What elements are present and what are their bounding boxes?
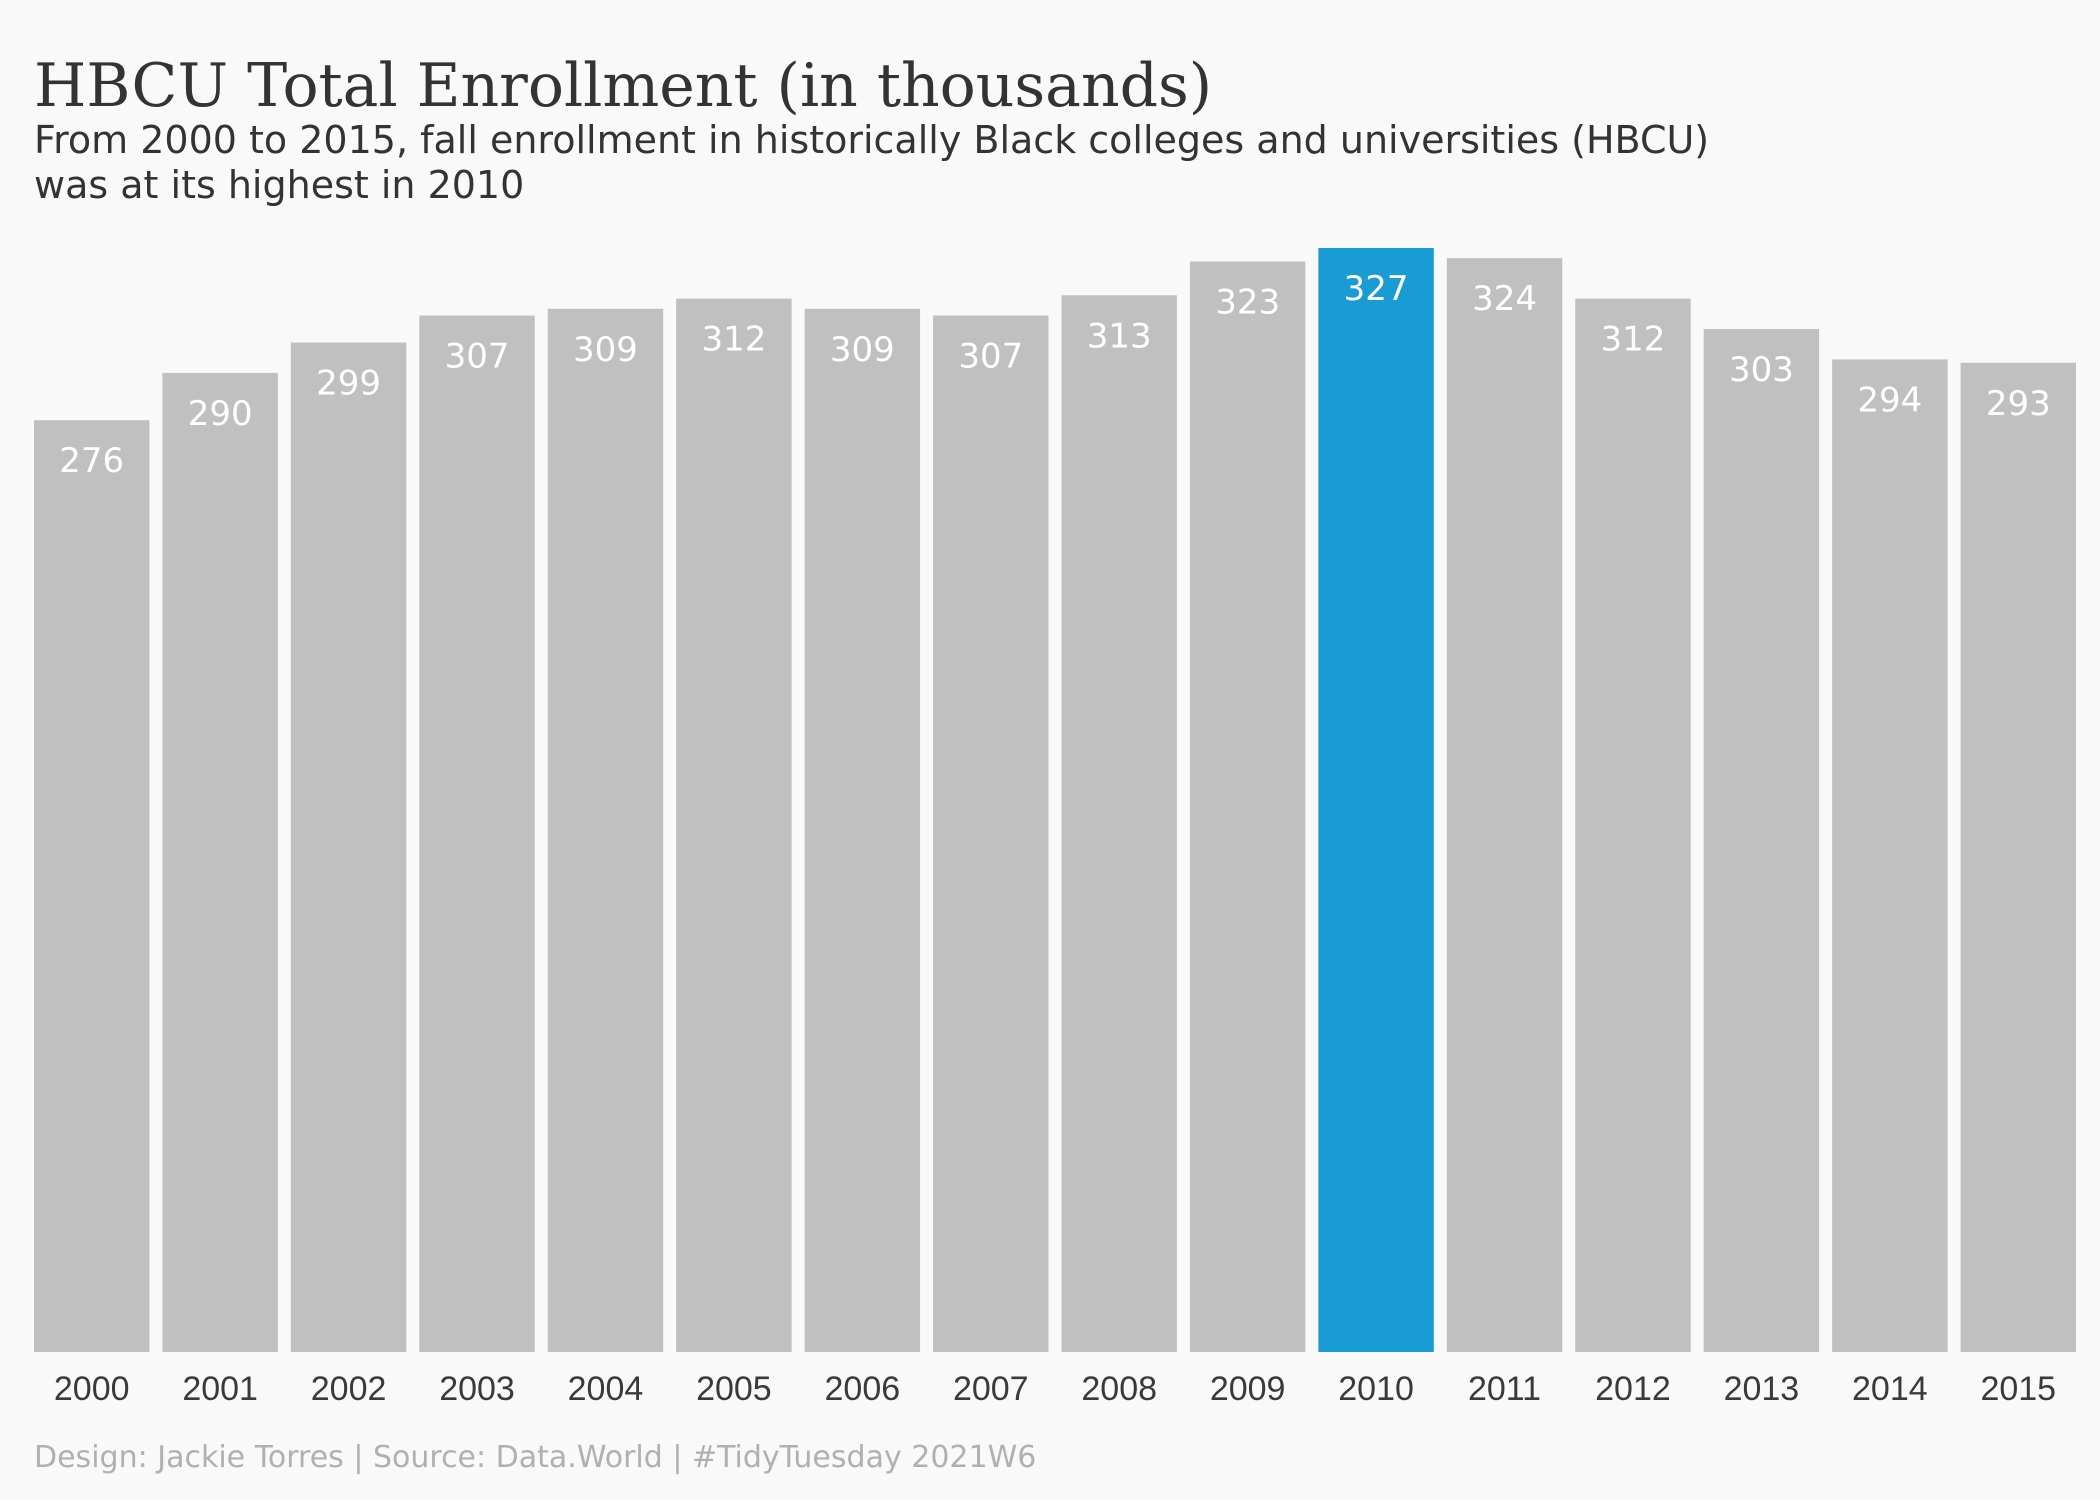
value-label-2011: 324 (1472, 279, 1537, 319)
x-tick-label-2004: 2004 (568, 1370, 644, 1408)
bar-2007 (933, 315, 1049, 1352)
x-tick-label-2011: 2011 (1468, 1370, 1541, 1408)
value-label-2003: 307 (445, 337, 510, 377)
chart-title: HBCU Total Enrollment (in thousands) (34, 51, 1213, 121)
chart-caption: Design: Jackie Torres | Source: Data.Wor… (34, 1440, 1037, 1475)
value-label-2007: 307 (958, 337, 1023, 377)
bar-2014 (1832, 359, 1948, 1352)
subtitle-line-1: From 2000 to 2015, fall enrollment in hi… (34, 118, 1710, 162)
subtitle-line-2: was at its highest in 2010 (34, 163, 525, 207)
bar-2009 (1189, 261, 1306, 1352)
x-tick-label-2006: 2006 (825, 1370, 901, 1408)
x-tick-label-2014: 2014 (1852, 1370, 1928, 1408)
bar-2002 (290, 342, 407, 1352)
value-label-2000: 276 (59, 441, 124, 481)
bar-2003 (419, 315, 535, 1352)
value-label-2009: 323 (1215, 283, 1280, 323)
x-tick-label-2012: 2012 (1595, 1370, 1671, 1408)
value-label-2001: 290 (188, 394, 253, 434)
bar-2012 (1575, 298, 1691, 1352)
bar-2006 (804, 308, 921, 1352)
x-tick-label-2008: 2008 (1081, 1370, 1157, 1408)
bar-2000 (34, 420, 150, 1352)
value-label-2010: 327 (1344, 269, 1409, 309)
value-label-2013: 303 (1729, 350, 1794, 390)
value-label-2004: 309 (573, 330, 638, 370)
bar-2010 (1318, 248, 1434, 1352)
bar-2005 (676, 298, 792, 1352)
x-tick-label-2001: 2001 (182, 1370, 258, 1408)
bar-2004 (547, 308, 664, 1352)
value-label-2002: 299 (316, 364, 381, 404)
bar-2015 (1960, 362, 2076, 1352)
value-label-2008: 313 (1087, 316, 1152, 356)
value-label-2006: 309 (830, 330, 895, 370)
chart-subtitle: From 2000 to 2015, fall enrollment in hi… (34, 118, 1934, 208)
bar-2011 (1446, 258, 1563, 1353)
x-tick-label-2003: 2003 (439, 1370, 515, 1408)
value-label-2005: 312 (701, 320, 766, 360)
x-tick-label-2005: 2005 (696, 1370, 772, 1408)
value-label-2015: 293 (1986, 384, 2051, 424)
bar-2001 (162, 372, 278, 1352)
value-label-2014: 294 (1857, 380, 1922, 420)
x-tick-label-2009: 2009 (1210, 1370, 1286, 1408)
x-tick-label-2010: 2010 (1338, 1370, 1414, 1408)
x-tick-label-2002: 2002 (311, 1370, 387, 1408)
bar-2008 (1061, 295, 1177, 1352)
x-tick-label-2000: 2000 (54, 1370, 130, 1408)
bar-2013 (1703, 329, 1820, 1352)
value-label-2012: 312 (1601, 320, 1666, 360)
x-tick-label-2013: 2013 (1724, 1370, 1800, 1408)
x-tick-label-2007: 2007 (953, 1370, 1029, 1408)
x-tick-label-2015: 2015 (1980, 1370, 2056, 1408)
